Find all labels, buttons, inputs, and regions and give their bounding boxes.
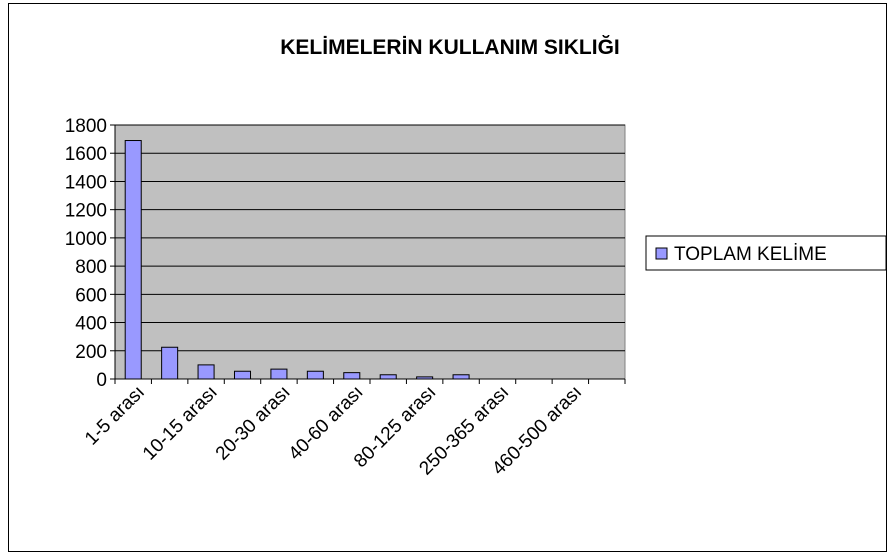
y-tick-label: 800	[75, 257, 107, 278]
y-tick-label: 200	[75, 342, 107, 363]
bar	[233, 370, 252, 380]
chart-title: KELİMELERİN KULLANIM SIKLIĞI	[280, 35, 620, 59]
y-tick-label: 0	[96, 370, 107, 391]
legend-label: TOPLAM KELİME	[674, 244, 827, 265]
y-tick-label: 1600	[65, 144, 107, 165]
y-tick-label: 1800	[65, 116, 107, 137]
y-tick-label: 600	[75, 285, 107, 306]
bar	[124, 140, 142, 380]
legend-swatch	[655, 247, 668, 260]
plot-area	[114, 124, 626, 380]
y-tick-label: 1200	[65, 201, 107, 222]
bar	[416, 376, 434, 380]
y-tick-label: 1400	[65, 172, 107, 193]
bar	[270, 368, 288, 380]
bar	[306, 370, 324, 380]
bar	[379, 374, 397, 380]
bar	[343, 372, 361, 380]
y-tick-label: 1000	[65, 229, 107, 250]
legend-box	[645, 235, 887, 271]
y-tick-label: 400	[75, 314, 107, 335]
bar	[452, 374, 470, 380]
bar	[161, 346, 179, 380]
bar	[197, 364, 215, 380]
